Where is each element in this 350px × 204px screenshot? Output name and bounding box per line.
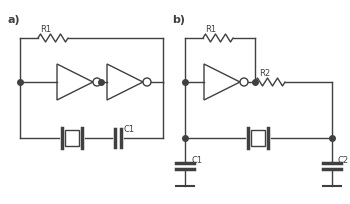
Text: R2: R2	[259, 69, 270, 78]
Text: C2: C2	[338, 156, 349, 165]
Text: C1: C1	[123, 125, 134, 134]
Text: a): a)	[8, 15, 21, 25]
Text: R1: R1	[205, 25, 216, 34]
Text: R1: R1	[40, 25, 51, 34]
Bar	[251, 130, 265, 146]
Text: C1: C1	[191, 156, 202, 165]
Text: b): b)	[172, 15, 185, 25]
Bar	[65, 130, 79, 146]
